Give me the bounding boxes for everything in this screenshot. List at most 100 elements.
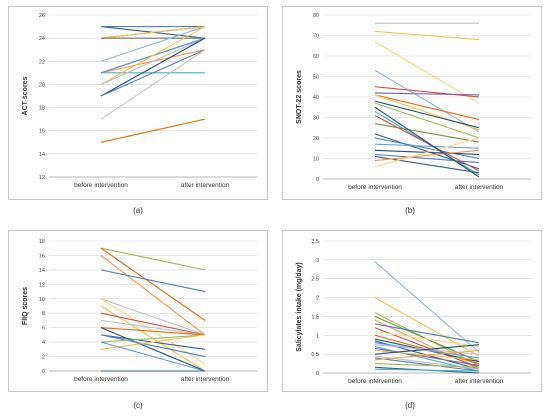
y-tick-label: 16 <box>39 253 45 259</box>
y-tick-label: 30 <box>313 116 319 122</box>
y-tick-label: 2.5 <box>311 277 319 283</box>
chart-panel-a: 12 14 16 18 20 22 24 26 ACT scores before interve… <box>8 6 268 200</box>
series-line-16 <box>100 341 206 372</box>
y-axis-label: ACT scores <box>22 76 29 115</box>
y-tick-label: 22 <box>39 59 45 65</box>
y-tick-label: 14 <box>39 152 45 158</box>
y-tick-label: 18 <box>39 239 45 245</box>
y-tick-label: 12 <box>39 175 45 181</box>
series-line-3 <box>100 255 206 336</box>
series-line-19 <box>374 357 480 372</box>
y-tick-label: 2 <box>316 296 319 302</box>
y-tick-label: 16 <box>39 129 45 135</box>
y-tick-label: 50 <box>313 75 319 81</box>
series-line-15 <box>374 143 480 149</box>
series-line-17 <box>374 344 480 355</box>
series-line-14 <box>100 37 206 97</box>
y-tick-label: 4 <box>42 340 45 346</box>
y-tick-label: 14 <box>39 268 45 274</box>
y-tick-label: 1.5 <box>311 314 319 320</box>
series-line-9 <box>100 319 206 336</box>
act-scores-chart: 12 14 16 18 20 22 24 26 ACT scores before interve… <box>22 13 257 189</box>
series-line-12 <box>374 342 480 359</box>
series-line-20 <box>374 349 480 361</box>
x-category-label: before intervention <box>348 378 402 385</box>
y-tick-label: 1 <box>316 333 319 339</box>
series-line-7 <box>374 94 480 121</box>
x-category-label: after intervention <box>181 376 230 383</box>
series-line-2 <box>100 247 206 321</box>
series-line-13 <box>100 37 206 85</box>
series-line-10 <box>100 327 206 336</box>
y-tick-label: 70 <box>313 34 319 40</box>
caption-a: (a) <box>133 206 143 215</box>
series-line-5 <box>100 26 206 39</box>
y-tick-label: 10 <box>313 157 319 163</box>
series-line-19 <box>374 149 480 162</box>
series-line-13 <box>100 334 206 358</box>
x-category-label: before intervention <box>74 182 128 189</box>
x-category-label: after intervention <box>455 184 504 191</box>
y-tick-label: 0 <box>42 369 45 375</box>
series-line-15 <box>100 49 206 97</box>
y-tick-label: 0 <box>316 371 319 377</box>
series-line-4 <box>100 269 206 293</box>
chart-panel-c: 0 2 4 6 8 10 12 14 16 18 FIIQ scores before interve… <box>8 230 268 392</box>
series-line-3 <box>374 41 480 104</box>
caption-c: (c) <box>133 401 143 410</box>
series-line-6 <box>374 323 480 344</box>
series-line-8 <box>374 330 480 348</box>
series-line-5 <box>100 298 206 336</box>
series-line-5 <box>374 86 480 98</box>
series-line-6 <box>374 92 480 96</box>
y-tick-label: 40 <box>313 95 319 101</box>
y-tick-label: 8 <box>42 311 45 317</box>
series-line-14 <box>100 334 206 343</box>
y-tick-label: 6 <box>42 326 45 332</box>
x-category-label: before intervention <box>74 376 128 383</box>
y-tick-label: 60 <box>313 54 319 60</box>
series-line-14 <box>374 137 480 160</box>
series-line-8 <box>100 312 206 336</box>
series-line-9 <box>374 100 480 129</box>
chart-panel-b: 0 10 20 30 40 50 60 70 80 SNOT-22 scores before in… <box>282 6 542 200</box>
series-line-12 <box>100 26 206 85</box>
y-tick-label: 12 <box>39 282 45 288</box>
series-line-21 <box>374 363 480 368</box>
series-line-1 <box>374 261 480 353</box>
caption-d: (d) <box>405 401 415 410</box>
y-tick-label: 24 <box>39 36 45 42</box>
series-line-2 <box>374 30 480 41</box>
y-tick-label: 3 <box>316 258 319 264</box>
series-line-16 <box>100 49 206 120</box>
y-tick-label: 26 <box>39 13 45 19</box>
y-tick-label: 18 <box>39 106 45 112</box>
series-line-15 <box>374 347 480 366</box>
fiiq-scores-chart: 0 2 4 6 8 10 12 14 16 18 FIIQ scores before interve… <box>22 239 257 383</box>
series-line-21 <box>374 114 480 172</box>
x-category-label: after intervention <box>455 378 504 385</box>
series-line-12 <box>374 123 480 143</box>
y-tick-label: 0 <box>316 177 319 183</box>
series-line-17 <box>100 118 206 143</box>
y-tick-label: 20 <box>39 82 45 88</box>
series-line-23 <box>374 368 480 372</box>
snot22-scores-chart: 0 10 20 30 40 50 60 70 80 SNOT-22 scores before in… <box>296 13 531 191</box>
chart-panel-d: 0 0.5 1 1.5 2 2.5 3 3.5 Salicylates intake (mg/d… <box>282 230 542 392</box>
x-category-label: after intervention <box>181 182 230 189</box>
y-tick-label: 2 <box>42 355 45 361</box>
y-axis-label: SNOT-22 scores <box>296 70 303 124</box>
series-line-13 <box>374 133 480 170</box>
caption-b: (b) <box>405 206 415 215</box>
y-tick-label: 0.5 <box>311 352 319 358</box>
series-line-20 <box>374 137 480 168</box>
y-axis-label: FIIQ scores <box>22 287 29 325</box>
series-line-7 <box>100 26 206 62</box>
series-line-22 <box>374 106 480 178</box>
salicylates-intake-chart: 0 0.5 1 1.5 2 2.5 3 3.5 Salicylates intake (mg/d… <box>296 239 531 385</box>
y-tick-label: 20 <box>313 136 319 142</box>
y-axis-label: Salicylates intake (mg/day) <box>296 262 303 351</box>
series-line-4 <box>374 69 480 133</box>
series-line-10 <box>374 102 480 139</box>
y-tick-label: 10 <box>39 297 45 303</box>
